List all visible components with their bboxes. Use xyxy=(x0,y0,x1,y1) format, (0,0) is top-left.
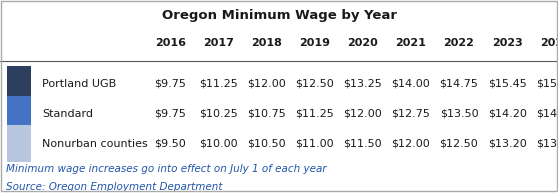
Text: $13.20: $13.20 xyxy=(488,139,526,149)
Text: $12.00: $12.00 xyxy=(392,139,430,149)
Text: $12.75: $12.75 xyxy=(391,109,430,119)
Text: 2016: 2016 xyxy=(155,38,186,48)
Text: $14.20: $14.20 xyxy=(488,109,527,119)
Text: $11.25: $11.25 xyxy=(199,79,238,89)
Text: $9.75: $9.75 xyxy=(154,109,186,119)
FancyBboxPatch shape xyxy=(7,66,31,102)
Text: $15.45: $15.45 xyxy=(488,79,526,89)
Text: $11.00: $11.00 xyxy=(295,139,334,149)
Text: 2022: 2022 xyxy=(444,38,474,48)
Text: $9.50: $9.50 xyxy=(155,139,186,149)
Text: $12.50: $12.50 xyxy=(295,79,334,89)
Text: 2019: 2019 xyxy=(299,38,330,48)
Text: $10.50: $10.50 xyxy=(247,139,286,149)
Text: $14.75: $14.75 xyxy=(440,79,478,89)
Text: 2020: 2020 xyxy=(347,38,378,48)
Text: Minimum wage increases go into effect on July 1 of each year: Minimum wage increases go into effect on… xyxy=(6,164,326,174)
Text: $11.25: $11.25 xyxy=(295,109,334,119)
Text: 2023: 2023 xyxy=(492,38,522,48)
Text: Oregon Minimum Wage by Year: Oregon Minimum Wage by Year xyxy=(161,9,397,22)
Text: $13.50: $13.50 xyxy=(440,109,478,119)
Text: 2024: 2024 xyxy=(540,38,558,48)
Text: $11.50: $11.50 xyxy=(343,139,382,149)
Text: Nonurban counties: Nonurban counties xyxy=(42,139,148,149)
Text: 2018: 2018 xyxy=(251,38,282,48)
Text: $10.25: $10.25 xyxy=(199,109,238,119)
Text: Portland UGB: Portland UGB xyxy=(42,79,116,89)
Text: $10.75: $10.75 xyxy=(247,109,286,119)
Text: $10.00: $10.00 xyxy=(199,139,238,149)
Text: $14.70: $14.70 xyxy=(536,109,558,119)
Text: $15.95: $15.95 xyxy=(536,79,558,89)
Text: $12.00: $12.00 xyxy=(247,79,286,89)
Text: $12.00: $12.00 xyxy=(343,109,382,119)
Text: $13.25: $13.25 xyxy=(343,79,382,89)
Text: 2017: 2017 xyxy=(203,38,234,48)
Text: $9.75: $9.75 xyxy=(154,79,186,89)
Text: Standard: Standard xyxy=(42,109,93,119)
Text: 2021: 2021 xyxy=(396,38,426,48)
Text: $12.50: $12.50 xyxy=(440,139,478,149)
Text: $13.70: $13.70 xyxy=(536,139,558,149)
FancyBboxPatch shape xyxy=(7,125,31,162)
FancyBboxPatch shape xyxy=(7,96,31,132)
Text: $14.00: $14.00 xyxy=(392,79,430,89)
Text: Source: Oregon Employment Department: Source: Oregon Employment Department xyxy=(6,182,222,192)
